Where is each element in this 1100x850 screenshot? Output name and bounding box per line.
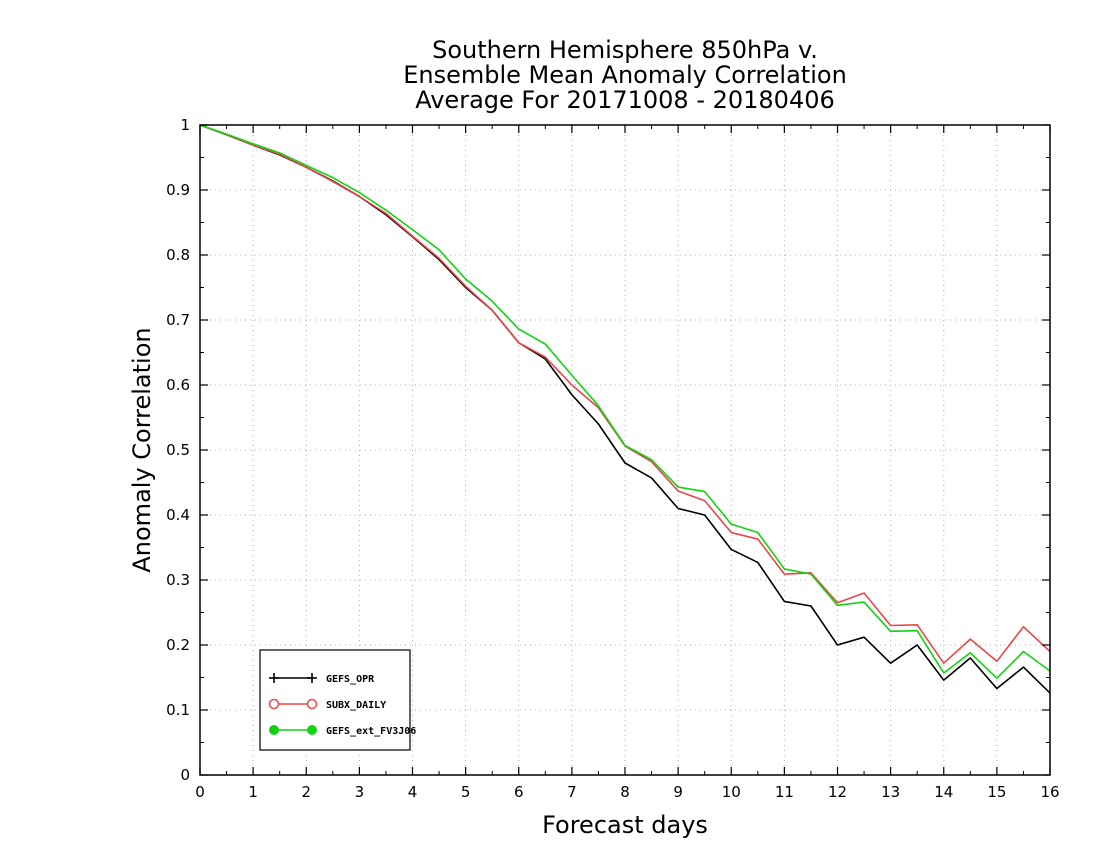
series-lines <box>199 124 1051 694</box>
x-tick-label: 2 <box>301 783 311 801</box>
series-line-gefs-ext-fv3j06 <box>199 124 1051 679</box>
grid <box>200 125 1050 775</box>
y-tick-label: 0.5 <box>166 441 190 459</box>
x-tick-label: 8 <box>620 783 630 801</box>
x-tick-label: 13 <box>881 783 900 801</box>
y-tick-label: 0.2 <box>166 636 190 654</box>
y-tick-label: 0.4 <box>166 506 190 524</box>
legend-label: SUBX_DAILY <box>326 700 386 711</box>
y-tick-label: 0.3 <box>166 571 190 589</box>
chart-title-line-2: Ensemble Mean Anomaly Correlation <box>403 61 847 89</box>
x-tick-label: 4 <box>408 783 418 801</box>
x-tick-label: 9 <box>673 783 683 801</box>
legend: GEFS_OPR SUBX_DAILY GEFS_ext_FV3J06 <box>259 649 416 751</box>
x-tick-label: 7 <box>567 783 577 801</box>
x-axis-label: Forecast days <box>542 811 708 839</box>
x-tick-label: 5 <box>461 783 471 801</box>
y-tick-label: 0.1 <box>166 701 190 719</box>
y-tick-label: 0.8 <box>166 246 190 264</box>
y-tick-label: 0.6 <box>166 376 190 394</box>
x-tick-label: 0 <box>195 783 205 801</box>
y-tick-label: 0.9 <box>166 181 190 199</box>
legend-marker-filled-circle <box>307 725 317 735</box>
x-tick-label: 3 <box>355 783 365 801</box>
legend-marker-open-circle <box>268 698 280 710</box>
y-axis-label: Anomaly Correlation <box>128 327 156 572</box>
legend-marker-open-circle <box>306 698 318 710</box>
x-tick-label: 11 <box>775 783 794 801</box>
x-tick-label: 16 <box>1040 783 1059 801</box>
chart-title-line-3: Average For 20171008 - 20180406 <box>415 86 835 114</box>
chart-title-line-1: Southern Hemisphere 850hPa v. <box>432 36 818 64</box>
x-tick-label: 12 <box>828 783 847 801</box>
x-tick-label: 14 <box>934 783 953 801</box>
legend-marker-filled-circle <box>269 725 279 735</box>
legend-box <box>259 649 411 751</box>
chart-title: Southern Hemisphere 850hPa v.Ensemble Me… <box>403 36 847 114</box>
x-tick-label: 6 <box>514 783 524 801</box>
y-tick-label: 0 <box>180 766 190 784</box>
x-tick-label: 10 <box>722 783 741 801</box>
legend-label: GEFS_ext_FV3J06 <box>326 726 416 737</box>
legend-label: GEFS_OPR <box>326 674 375 685</box>
y-tick-label: 0.7 <box>166 311 190 329</box>
x-tick-label: 1 <box>248 783 258 801</box>
x-tick-label: 15 <box>987 783 1006 801</box>
y-tick-label: 1 <box>180 116 190 134</box>
axis-ticks: 0 1 2 3 4 5 6 7 8 9 10 11 12 13 14 15 1600.10.20.30.40.5… <box>166 116 1059 801</box>
